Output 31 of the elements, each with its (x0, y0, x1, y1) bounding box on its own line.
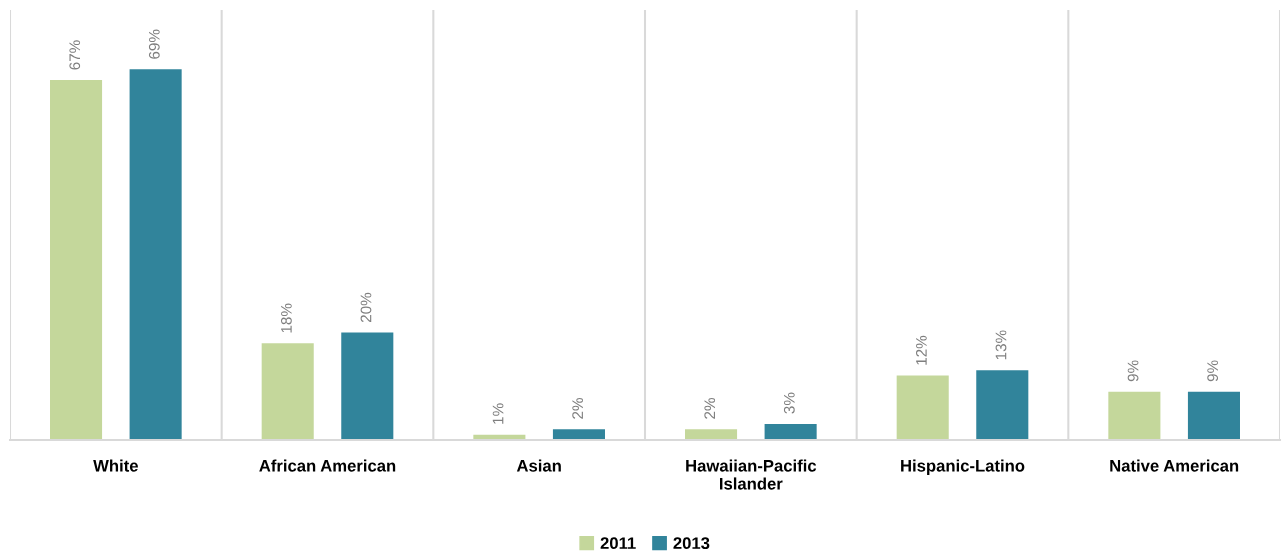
bar (764, 423, 817, 440)
data-label: 1% (492, 403, 504, 424)
x-tick-label: Hawaiian-Pacific Islander (686, 459, 817, 490)
bar (261, 343, 314, 440)
bar (50, 80, 103, 440)
bar (552, 429, 605, 440)
data-label: 18% (280, 303, 292, 333)
data-label: 2% (704, 398, 716, 419)
bar (896, 375, 949, 440)
bar (341, 332, 394, 440)
data-label: 67% (69, 40, 81, 70)
legend-label: 2013 (673, 537, 710, 550)
x-tick-label: White (93, 459, 138, 472)
x-tick-label: Hispanic-Latino (901, 459, 1025, 475)
data-label: 20% (360, 292, 372, 323)
data-label: 9% (1207, 360, 1219, 382)
bar (1108, 391, 1161, 440)
bar (976, 370, 1029, 440)
data-label: 69% (148, 29, 160, 59)
x-tick-label: Native American (1110, 459, 1239, 472)
bar (685, 429, 738, 440)
data-label: 2% (572, 398, 583, 419)
x-tick-label: African American (259, 459, 396, 472)
data-label: 13% (995, 330, 1007, 360)
bar (1187, 391, 1240, 440)
data-label: 9% (1127, 360, 1139, 382)
bar (129, 69, 182, 440)
data-label: 3% (783, 392, 795, 414)
data-label: 12% (915, 335, 927, 365)
x-tick-label: Asian (516, 459, 561, 472)
legend-label: 2011 (600, 537, 636, 550)
